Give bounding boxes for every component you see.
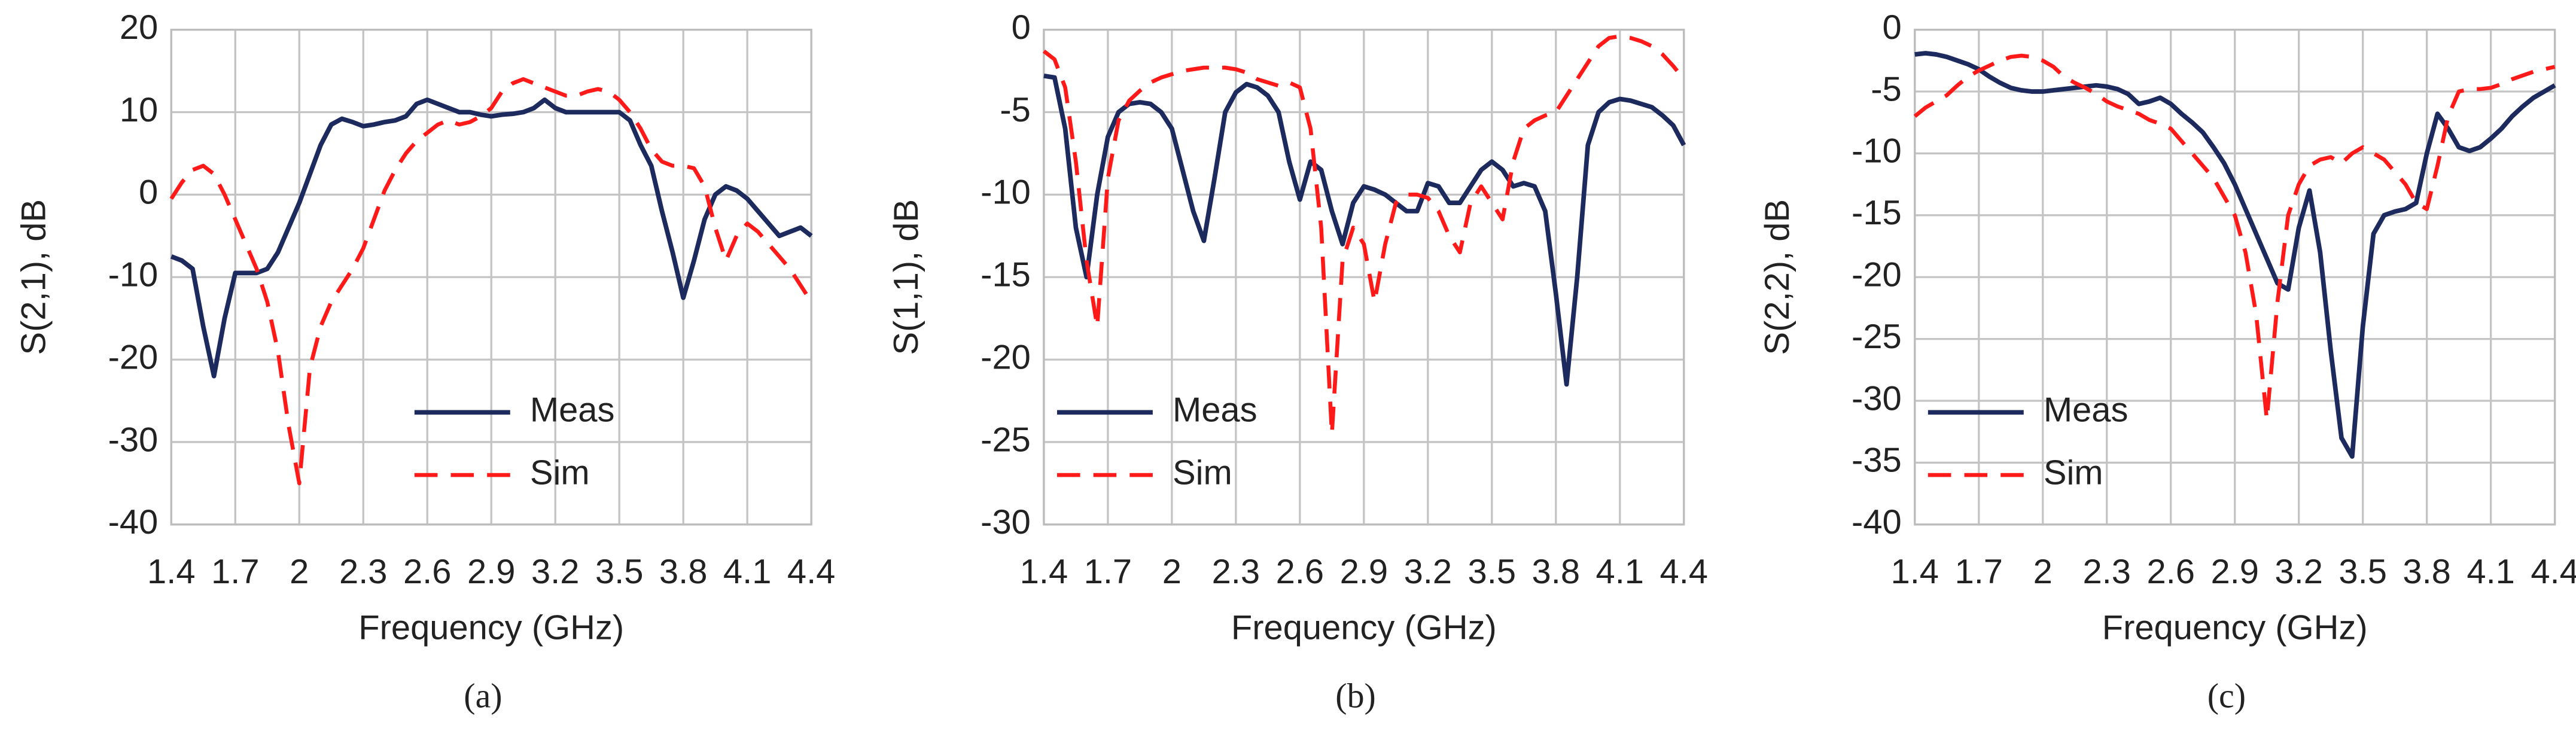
chart-panel: -40 -30 -20 -10 0 10 20 1.4 1.7 2 2.3 2.6 2.9 3.2 3.5 3… (15, 8, 836, 715)
x-tick-label: 2.6 (1276, 553, 1324, 591)
y-tick-label: -15 (1852, 194, 1902, 232)
x-tick-label: 2.9 (1340, 553, 1388, 591)
x-tick-label: 2 (1162, 553, 1182, 591)
plot-frame (1043, 28, 1685, 526)
x-tick-label: 3.8 (659, 553, 707, 591)
x-tick-label: 3.5 (2339, 553, 2386, 591)
y-axis-title: S(2,1), dB (15, 199, 53, 355)
y-tick-label: -30 (981, 503, 1031, 541)
x-tick-label: 4.4 (2531, 553, 2576, 591)
x-tick-label: 2.3 (2082, 553, 2130, 591)
x-tick-label: 1.7 (1084, 553, 1132, 591)
y-tick-label: -25 (1852, 318, 1902, 356)
x-tick-label: 4.4 (1660, 553, 1708, 591)
x-tick-label: 3.8 (2403, 553, 2450, 591)
y-axis-title: S(1,1), dB (887, 199, 925, 355)
series-line (170, 97, 813, 379)
x-tick-label: 2.6 (403, 553, 451, 591)
y-tick-label: 10 (120, 91, 158, 129)
x-axis-title: Frequency (GHz) (1231, 609, 1497, 647)
y-tick-label: -40 (1852, 503, 1902, 541)
caption: (a) (464, 676, 502, 715)
y-tick-label: -20 (1852, 256, 1902, 294)
legend-label: Meas (530, 391, 615, 430)
x-tick-label: 2.9 (467, 553, 515, 591)
series-line (169, 77, 813, 486)
y-tick-label: 0 (1883, 8, 1902, 47)
y-tick-label: -30 (108, 421, 159, 459)
x-tick-label: 4.1 (2467, 553, 2514, 591)
caption: (c) (2207, 676, 2246, 715)
x-tick-label: 1.4 (147, 553, 195, 591)
plot-frame (1914, 28, 2556, 526)
series-line (1042, 34, 1686, 436)
y-tick-label: 0 (1012, 8, 1031, 47)
chart-panel: -40 -35 -30 -25 -20 -15 -10 -5 0 1.4 1.7 2 2.3 2.6 2.9… (1758, 8, 2576, 715)
legend-label: Sim (1173, 453, 1232, 492)
x-tick-label: 2.3 (1212, 553, 1260, 591)
x-axis-title: Frequency (GHz) (2102, 609, 2368, 647)
y-tick-label: -15 (981, 256, 1031, 294)
x-tick-label: 2.6 (2146, 553, 2194, 591)
x-tick-label: 3.2 (2274, 553, 2322, 591)
legend-label: Meas (2044, 391, 2129, 430)
x-tick-label: 3.5 (595, 553, 643, 591)
y-tick-label: -20 (108, 338, 159, 376)
y-tick-label: 0 (139, 173, 158, 212)
x-tick-label: 1.4 (1891, 553, 1939, 591)
x-tick-label: 3.2 (531, 553, 579, 591)
y-tick-label: -5 (1000, 91, 1030, 129)
y-tick-label: -10 (981, 173, 1031, 212)
x-tick-label: 1.4 (1020, 553, 1068, 591)
y-tick-label: -10 (108, 256, 159, 294)
x-tick-label: 2 (2033, 553, 2053, 591)
x-tick-label: 4.4 (787, 553, 835, 591)
y-tick-label: -5 (1871, 70, 1901, 108)
x-tick-label: 1.7 (211, 553, 259, 591)
y-tick-label: 20 (120, 8, 158, 47)
x-tick-label: 3.2 (1404, 553, 1452, 591)
chart-panel: -30 -25 -20 -15 -10 -5 0 1.4 1.7 2 2.3 2.6 2.9 3.2 3.5… (887, 8, 1708, 715)
y-tick-label: -10 (1852, 132, 1902, 170)
series-line (1043, 74, 1686, 387)
x-tick-label: 3.5 (1468, 553, 1516, 591)
series-line (1914, 51, 2556, 459)
x-tick-label: 2.9 (2210, 553, 2258, 591)
x-tick-label: 2.3 (339, 553, 387, 591)
x-axis-title: Frequency (GHz) (358, 609, 624, 647)
legend-label: Sim (2044, 453, 2103, 492)
y-tick-label: -35 (1852, 441, 1902, 480)
y-tick-label: -25 (981, 421, 1031, 459)
plot-frame (170, 28, 812, 526)
x-tick-label: 3.8 (1532, 553, 1580, 591)
legend-label: Meas (1173, 391, 1257, 430)
y-tick-label: -20 (981, 338, 1031, 376)
y-axis-title: S(2,2), dB (1758, 199, 1796, 355)
x-tick-label: 4.1 (1596, 553, 1644, 591)
y-tick-label: -30 (1852, 379, 1902, 418)
x-tick-label: 2 (290, 553, 309, 591)
y-tick-label: -40 (108, 503, 159, 541)
caption: (b) (1335, 676, 1376, 715)
x-tick-label: 1.7 (1955, 553, 2003, 591)
legend-label: Sim (530, 453, 590, 492)
x-tick-label: 4.1 (723, 553, 771, 591)
series-line (1913, 53, 2556, 422)
